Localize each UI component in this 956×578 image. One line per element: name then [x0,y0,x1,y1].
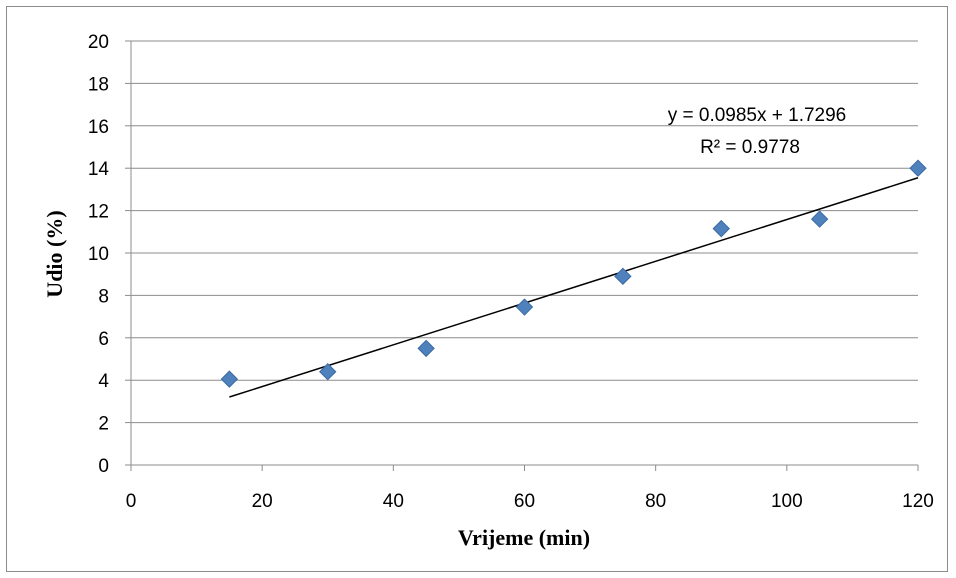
x-axis-title: Vrijeme (min) [458,525,590,550]
x-tick-label-120: 120 [902,491,934,512]
x-tick-label-0: 0 [126,491,137,512]
y-tick-labels: 0 2 4 6 8 10 12 14 16 18 20 [88,32,110,477]
y-tick-label-18: 18 [88,74,109,95]
x-tick-label-100: 100 [771,491,803,512]
trendline [229,177,919,398]
y-tick-label-8: 8 [98,286,109,307]
data-point-6 [712,219,730,238]
x-tick-label-20: 20 [252,491,273,512]
data-point-3 [417,339,435,358]
y-tick-label-6: 6 [98,329,109,350]
y-tick-label-20: 20 [88,32,109,53]
y-tick-label-14: 14 [88,159,110,180]
axes [130,41,919,471]
r-squared-label: R² = 0.9778 [700,137,800,158]
data-point-2 [319,363,337,381]
y-tick-label-10: 10 [88,244,109,265]
x-tick-label-40: 40 [383,491,404,512]
y-axis-title: Udio (%) [42,210,67,297]
data-point-7 [810,210,829,228]
y-tick-label-0: 0 [98,456,109,477]
chart-frame [6,6,948,572]
x-tick-label-80: 80 [645,491,666,512]
y-tick-label-4: 4 [98,371,109,392]
y-tick-label-2: 2 [98,414,109,435]
data-point-1 [220,370,239,388]
trendline-equation: y = 0.0985x + 1.7296 [668,105,847,126]
grid-lines [125,40,918,466]
x-tick-labels: 0 20 40 60 80 100 120 [126,491,934,512]
data-point-8 [909,159,927,177]
data-point-5 [614,267,632,286]
x-tick-label-60: 60 [514,491,535,512]
y-tick-label-16: 16 [88,117,109,138]
data-point-4 [515,298,534,316]
data-points [220,159,927,388]
y-tick-label-12: 12 [88,202,109,223]
